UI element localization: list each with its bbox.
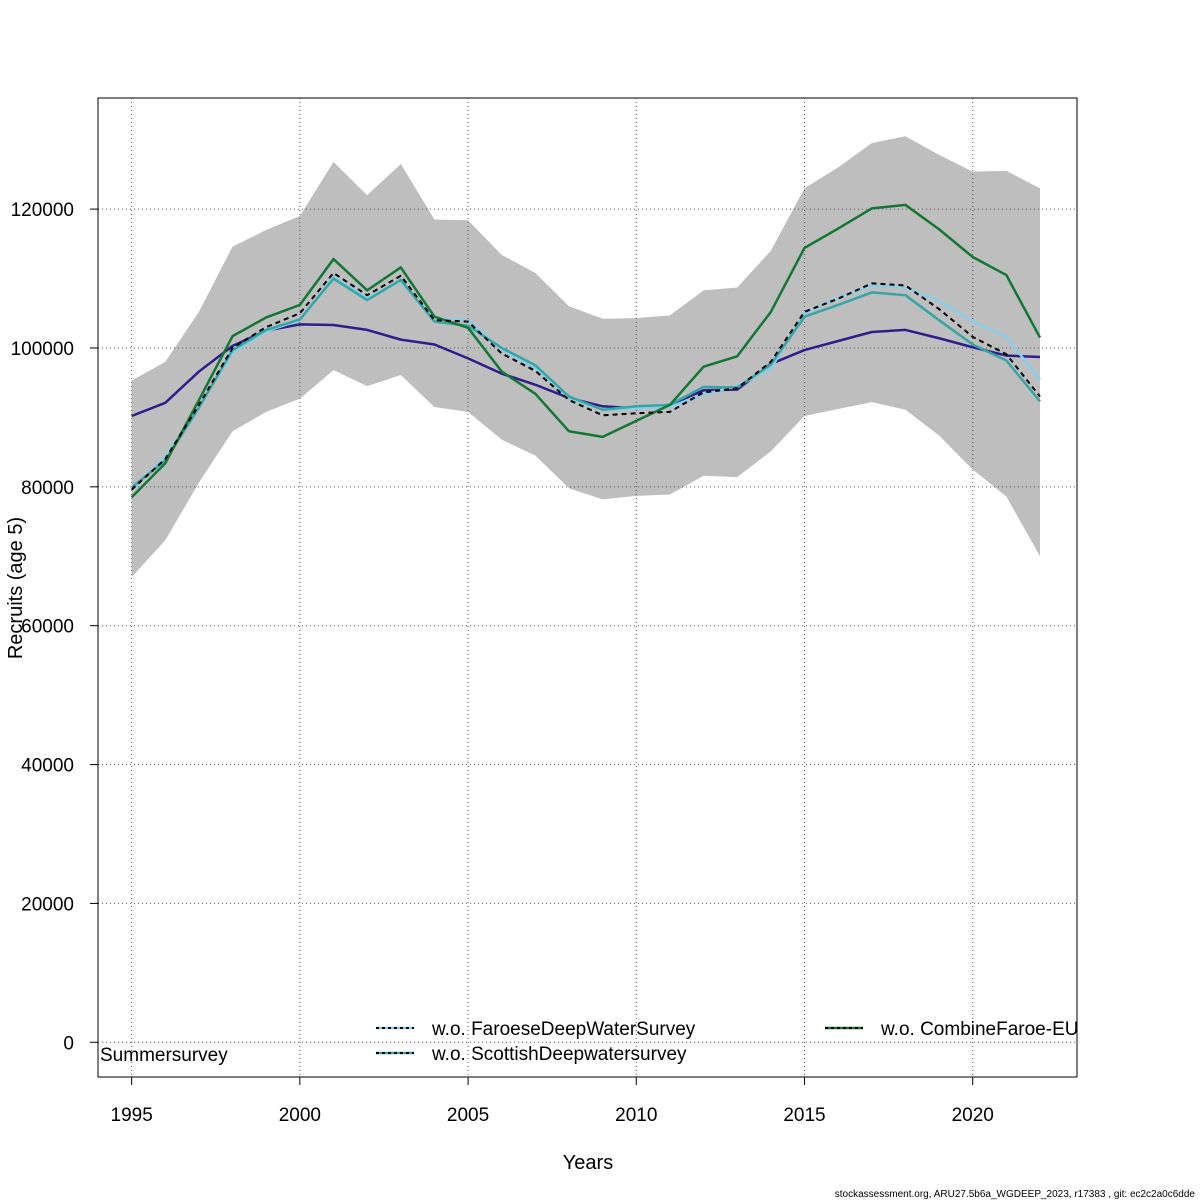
y-tick-label: 0: [63, 1033, 74, 1054]
legend-overflow-text: Summersurvey: [100, 1045, 228, 1066]
x-tick-label: 2005: [447, 1105, 489, 1126]
x-tick-label: 2010: [615, 1105, 657, 1126]
confidence-band-layer: [131, 136, 1040, 578]
x-tick-label: 2015: [783, 1105, 825, 1126]
series-line-2: [130, 277, 1041, 489]
x-tick-label: 2000: [279, 1105, 321, 1126]
y-tick-label: 120000: [11, 200, 74, 221]
confidence-band: [131, 136, 1040, 578]
x-tick-label: 2020: [952, 1105, 994, 1126]
y-axis-label: Recruits (age 5): [5, 517, 27, 659]
y-tick-label: 40000: [21, 756, 74, 777]
y-axis: 0 20000 40000 60000 80000 100000 120000: [11, 200, 98, 1054]
y-tick-label: 100000: [11, 339, 74, 360]
footer-note: stockassessment.org, ARU27.5b6a_WGDEEP_2…: [835, 1189, 1196, 1200]
series-layer: [130, 203, 1042, 499]
y-tick-label: 80000: [21, 478, 74, 499]
y-tick-label: 20000: [21, 894, 74, 915]
plot-frame: [97, 97, 1078, 1078]
legend-label: w.o. CombineFaroe-EU: [880, 1019, 1078, 1040]
x-axis: 1995 2000 2005 2010 2015 2020: [111, 1077, 994, 1126]
y-tick-label: 60000: [21, 617, 74, 638]
x-axis-label: Years: [563, 1152, 613, 1174]
series-line-3: [130, 203, 1042, 499]
legend: w.o. FaroeseDeepWaterSurvey w.o. Scottish…: [376, 1019, 1078, 1065]
legend-label: w.o. ScottishDeepwatersurvey: [431, 1044, 687, 1065]
legend-label: w.o. FaroeseDeepWaterSurvey: [431, 1019, 696, 1040]
x-tick-label: 1995: [111, 1105, 153, 1126]
